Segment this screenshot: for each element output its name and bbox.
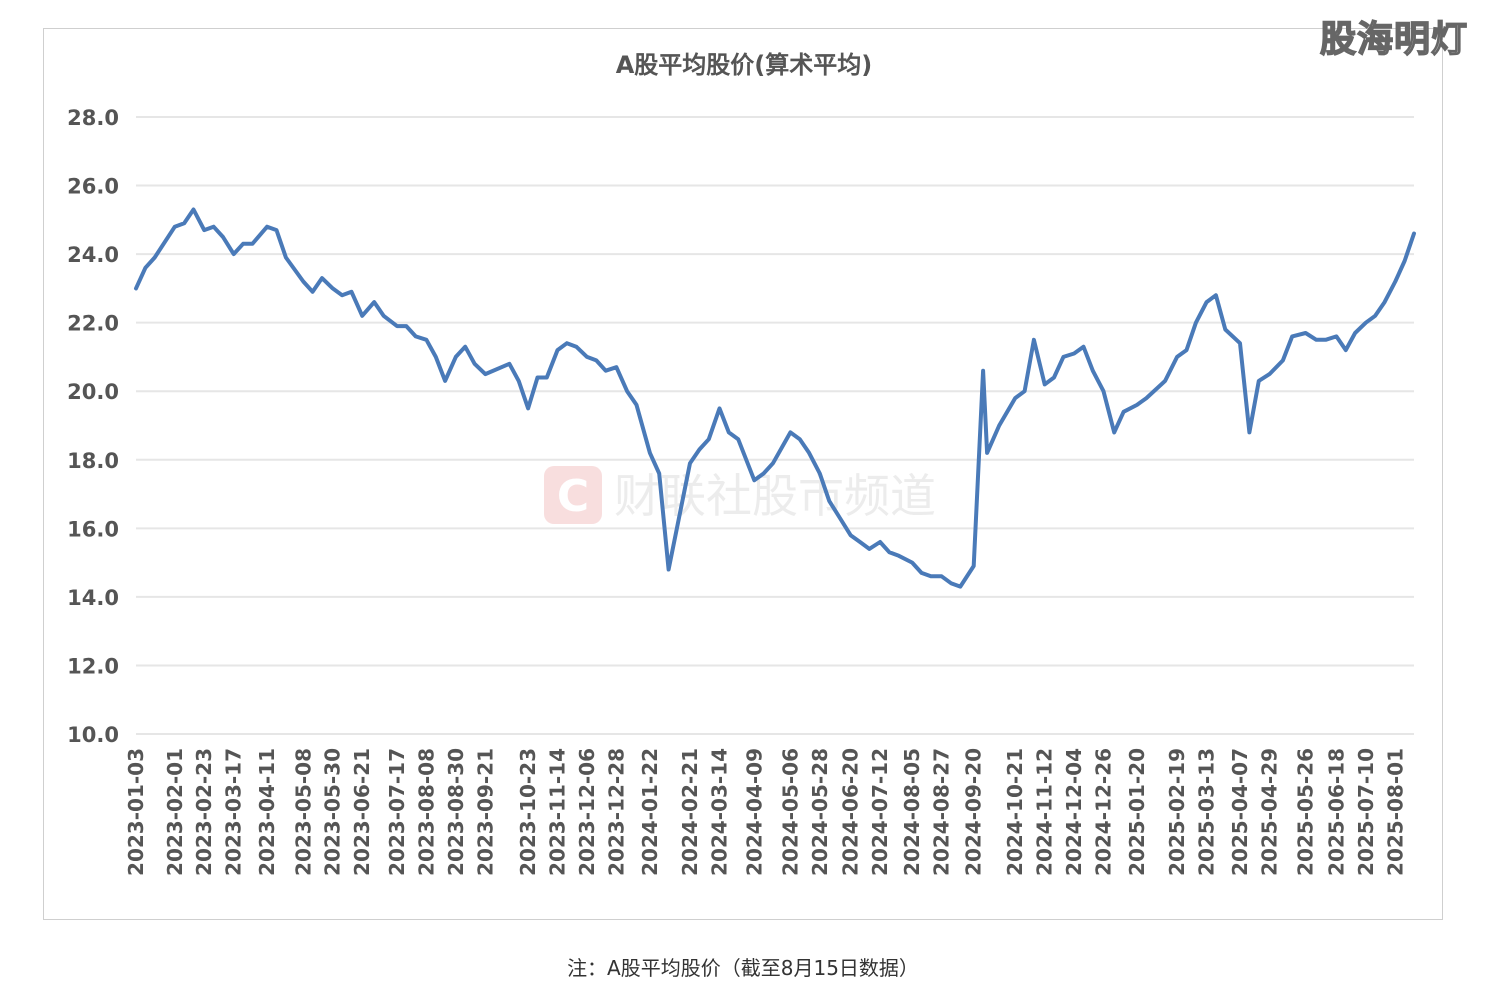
center-logo-box [544,466,602,524]
x-tick-label: 2023-03-17 [222,748,246,876]
grid-lines [136,116,1414,735]
x-tick-label: 2023-02-23 [192,748,216,876]
x-tick-label: 2023-01-03 [124,748,148,876]
y-tick-label: 16.0 [67,517,119,541]
x-tick-label: 2024-09-20 [962,748,986,876]
x-tick-label: 2025-07-10 [1354,748,1378,876]
x-tick-label: 2024-10-21 [1003,748,1027,876]
x-tick-label: 2024-01-22 [638,748,662,876]
x-tick-label: 2025-05-26 [1294,748,1318,876]
x-tick-label: 2023-07-17 [385,748,409,876]
center-watermark: C 财联社股市频道 [544,466,936,524]
x-tick-label: 2025-01-20 [1125,748,1149,876]
x-tick-label: 2024-05-28 [808,748,832,876]
x-tick-label: 2024-08-27 [930,748,954,876]
x-tick-label: 2023-02-01 [163,748,187,876]
series-group [134,207,1416,589]
y-tick-label: 12.0 [67,654,119,678]
center-logo-letter: C [557,471,589,522]
x-tick-label: 2024-12-04 [1062,748,1086,876]
x-tick-label: 2023-12-06 [575,748,599,876]
x-tick-label: 2024-06-20 [839,748,863,876]
x-tick-label: 2024-03-14 [707,748,731,876]
x-tick-label: 2023-08-08 [414,748,438,876]
x-tick-label: 2024-11-12 [1033,748,1057,876]
x-tick-label: 2024-02-21 [678,748,702,876]
y-tick-label: 26.0 [67,175,119,199]
watermark-logo-text: 股海明灯 [1319,18,1468,61]
x-tick-label: 2025-03-13 [1195,748,1219,876]
x-tick-label: 2023-10-23 [516,748,540,876]
x-tick-label: 2023-05-08 [291,748,315,876]
x-tick-label: 2024-08-05 [900,748,924,876]
x-tick-label: 2023-08-30 [444,748,468,876]
chart-caption: 注：A股平均股价（截至8月15日数据） [567,956,919,980]
y-tick-label: 24.0 [67,243,119,267]
x-tick-label: 2023-12-28 [604,748,628,876]
center-watermark-text: 财联社股市频道 [614,469,936,523]
chart-frame: A股平均股价(算术平均) C 财联社股市频道 10.0 12.0 14.0 16.0 1… [43,28,1443,920]
y-tick-label: 10.0 [67,723,119,747]
x-tick-label: 2025-06-18 [1324,748,1348,876]
y-tick-label: 18.0 [67,449,119,473]
x-tick-label: 2025-04-07 [1228,748,1252,876]
x-tick-label: 2025-04-29 [1257,748,1281,876]
y-tick-label: 20.0 [67,380,119,404]
x-tick-label: 2025-02-19 [1165,748,1189,876]
x-tick-label: 2023-04-11 [255,748,279,876]
x-tick-label: 2024-04-09 [742,748,766,876]
y-tick-label: 14.0 [67,586,119,610]
x-tick-label: 2023-05-30 [321,748,345,876]
x-tick-label: 2023-06-21 [350,748,374,876]
x-tick-label: 2023-09-21 [473,748,497,876]
x-tick-label: 2025-08-01 [1383,748,1407,876]
y-axis: 10.0 12.0 14.0 16.0 18.0 20.0 22.0 24.0 26.0 28.0 [67,106,119,747]
x-tick-label: 2024-12-26 [1092,748,1116,876]
line-chart: A股平均股价(算术平均) C 财联社股市频道 10.012.014.016.01… [67,51,1416,876]
x-axis: 2023-01-03 2023-02-01 2023-02-23 2023-03-17… [124,748,1407,876]
y-tick-label: 28.0 [67,106,119,130]
x-tick-label: 2024-07-12 [868,748,892,876]
x-tick-label: 2024-05-06 [778,748,802,876]
series-line-0 [134,207,1416,589]
y-tick-label: 22.0 [67,312,119,336]
x-tick-label: 2023-11-14 [546,748,570,876]
chart-title: A股平均股价(算术平均) [616,51,873,79]
